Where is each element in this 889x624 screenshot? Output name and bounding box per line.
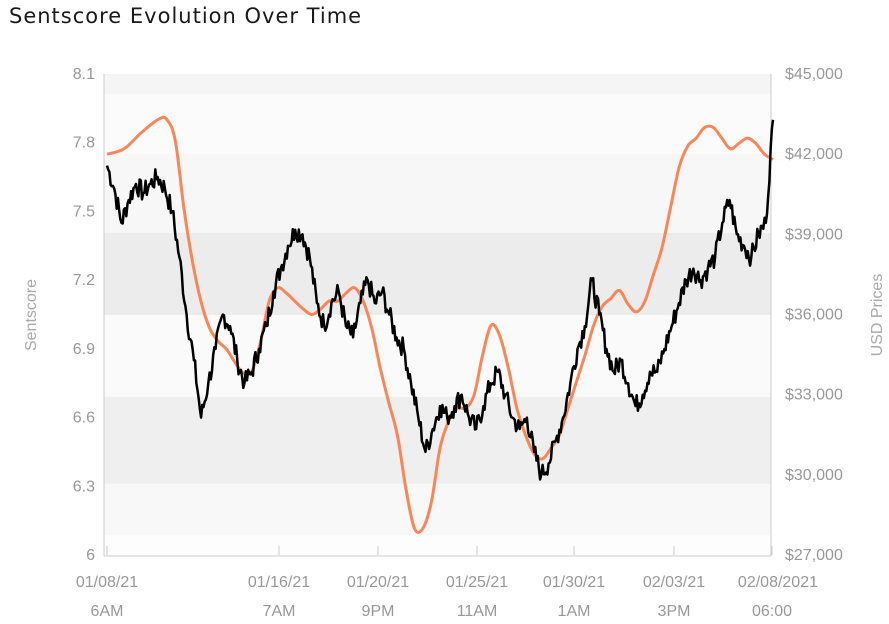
y2-tick-label: $33,000 — [785, 387, 843, 404]
y2-axis-title: USD Prices — [869, 274, 886, 357]
y-tick-label: 7.8 — [73, 135, 95, 152]
x-tick-date: 01/30/21 — [543, 574, 605, 591]
y-tick-label: 6 — [86, 547, 95, 564]
x-tick-time: 11AM — [457, 603, 498, 620]
y2-tick-label: $27,000 — [785, 547, 843, 564]
x-axis: 01/08/21 6AM 01/16/21 7AM 01/20/21 9PM 01/25/2… — [76, 546, 818, 620]
y-tick-label: 7.2 — [73, 272, 95, 289]
background-band — [104, 154, 771, 234]
sentscore-line — [105, 119, 775, 481]
y-axis-title: Sentscore — [23, 279, 40, 351]
x-tick-time: 1AM — [558, 603, 591, 620]
x-tick-time: 06:00 — [752, 603, 792, 620]
x-tick-date: 02/03/21 — [643, 574, 705, 591]
background-band — [104, 315, 771, 398]
left-axis: 8.1 7.8 7.5 7.2 6.9 6.6 6.3 6 — [73, 66, 95, 564]
x-tick-date: 02/08/2021 — [738, 574, 818, 591]
right-axis: $45,000 $42,000 $39,000 $36,000 $33,000 $30,0… — [785, 66, 843, 564]
background-band — [104, 483, 771, 536]
y2-tick-label: $42,000 — [785, 146, 843, 163]
y-tick-label: 8.1 — [73, 66, 95, 83]
y2-tick-label: $30,000 — [785, 467, 843, 484]
x-tick-time: 7AM — [263, 603, 296, 620]
x-tick-time: 3PM — [658, 603, 691, 620]
x-tick-date: 01/25/21 — [446, 574, 508, 591]
x-tick-time: 6AM — [91, 603, 124, 620]
y-tick-label: 6.6 — [73, 410, 95, 427]
background-band — [104, 233, 771, 316]
x-tick-date: 01/08/21 — [76, 574, 138, 591]
chart-title: Sentscore Evolution Over Time — [9, 4, 363, 28]
y2-tick-label: $45,000 — [785, 66, 843, 83]
background-bands — [103, 74, 772, 557]
y2-tick-label: $36,000 — [785, 307, 843, 324]
y-tick-label: 6.3 — [73, 478, 95, 495]
y2-tick-label: $39,000 — [785, 226, 843, 243]
x-tick-time: 9PM — [362, 603, 395, 620]
background-band — [104, 94, 771, 155]
background-band — [104, 535, 771, 557]
y-tick-label: 7.5 — [73, 203, 95, 220]
x-tick-date: 01/16/21 — [248, 574, 310, 591]
background-band — [104, 74, 771, 95]
series-group — [105, 115, 775, 534]
y-tick-label: 6.9 — [73, 341, 95, 358]
x-tick-date: 01/20/21 — [347, 574, 409, 591]
